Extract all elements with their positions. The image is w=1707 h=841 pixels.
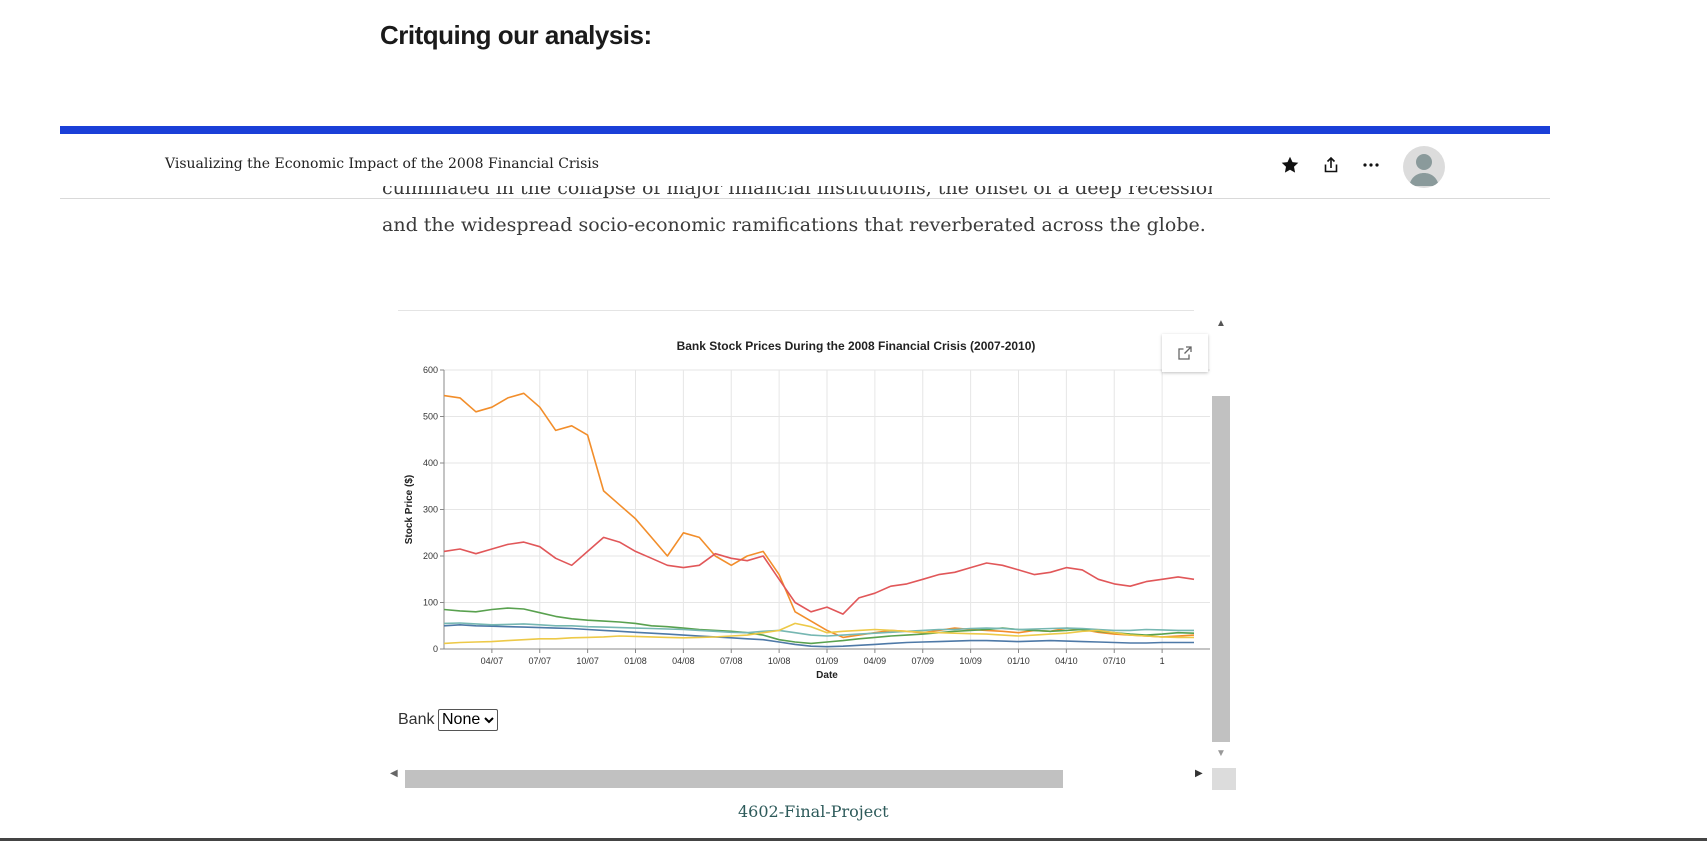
accent-bar bbox=[60, 126, 1550, 134]
series-line-teal bbox=[443, 622, 1194, 637]
x-tick-label: 01/09 bbox=[816, 656, 839, 666]
scroll-right-arrow[interactable]: ▶ bbox=[1195, 768, 1203, 779]
x-tick-label: 1 bbox=[1160, 656, 1165, 666]
x-tick-label: 07/09 bbox=[911, 656, 934, 666]
bank-label: Bank bbox=[398, 711, 435, 728]
y-tick-label: 0 bbox=[433, 644, 438, 654]
embed-divider bbox=[398, 310, 1194, 311]
vertical-scrollbar[interactable] bbox=[1212, 396, 1230, 742]
x-tick-label: 07/07 bbox=[528, 656, 551, 666]
x-tick-label: 10/08 bbox=[768, 656, 791, 666]
chart-embed: 0 100 200 300 400 500 600 04/07 07/07 10/07 01/08 0… bbox=[390, 310, 1236, 790]
scroll-corner bbox=[1212, 768, 1236, 790]
y-tick-label: 400 bbox=[423, 458, 438, 468]
series-line-yellow bbox=[443, 622, 1194, 645]
x-tick-label: 10/09 bbox=[959, 656, 982, 666]
scroll-down-arrow[interactable]: ▼ bbox=[1216, 748, 1226, 759]
series-line-red bbox=[443, 536, 1195, 615]
bank-select[interactable]: None bbox=[438, 709, 499, 731]
chart-title: Bank Stock Prices During the 2008 Financ… bbox=[677, 339, 1036, 353]
x-tick-label: 04/07 bbox=[481, 656, 504, 666]
bottom-border bbox=[0, 838, 1707, 841]
x-tick-label: 01/10 bbox=[1007, 656, 1030, 666]
external-link-icon[interactable] bbox=[1162, 334, 1208, 372]
scroll-up-arrow[interactable]: ▲ bbox=[1216, 318, 1226, 329]
x-tick-label: 04/10 bbox=[1055, 656, 1078, 666]
y-tick-label: 300 bbox=[423, 505, 438, 515]
y-tick-label: 600 bbox=[423, 365, 438, 375]
share-icon[interactable] bbox=[1318, 152, 1344, 178]
article-text-cut: culminated in the collapse of major fina… bbox=[382, 186, 1212, 199]
x-tick-label: 07/10 bbox=[1103, 656, 1126, 666]
series-line-blue bbox=[443, 623, 1194, 648]
series-line-orange bbox=[443, 392, 1195, 639]
y-tick-label: 500 bbox=[423, 412, 438, 422]
x-tick-label: 10/07 bbox=[576, 656, 599, 666]
x-axis-label: Date bbox=[816, 670, 838, 681]
section-heading: Critquing our analysis: bbox=[380, 20, 652, 50]
more-icon[interactable] bbox=[1358, 152, 1384, 178]
x-tick-label: 07/08 bbox=[720, 656, 743, 666]
x-tick-label: 01/08 bbox=[624, 656, 647, 666]
star-icon[interactable] bbox=[1277, 152, 1303, 178]
horizontal-scrollbar[interactable] bbox=[405, 770, 1063, 788]
repo-link[interactable]: 4602-Final-Project bbox=[738, 802, 889, 821]
article-text: and the widespread socio-economic ramifi… bbox=[382, 214, 1206, 236]
series-line-green bbox=[443, 607, 1195, 645]
scroll-left-arrow[interactable]: ◀ bbox=[390, 768, 398, 779]
stock-price-chart: 0 100 200 300 400 500 600 04/07 07/07 10/07 01/08 0… bbox=[404, 339, 1210, 681]
y-axis-label: Stock Price ($) bbox=[404, 475, 415, 544]
avatar[interactable] bbox=[1403, 146, 1445, 188]
y-tick-label: 100 bbox=[423, 598, 438, 608]
story-title[interactable]: Visualizing the Economic Impact of the 2… bbox=[165, 156, 599, 172]
chevron-down-icon bbox=[484, 717, 494, 724]
x-tick-label: 04/09 bbox=[864, 656, 887, 666]
story-topbar: Visualizing the Economic Impact of the 2… bbox=[60, 134, 1550, 199]
x-tick-label: 04/08 bbox=[672, 656, 695, 666]
y-tick-label: 200 bbox=[423, 551, 438, 561]
bank-select-value: None bbox=[442, 711, 481, 728]
